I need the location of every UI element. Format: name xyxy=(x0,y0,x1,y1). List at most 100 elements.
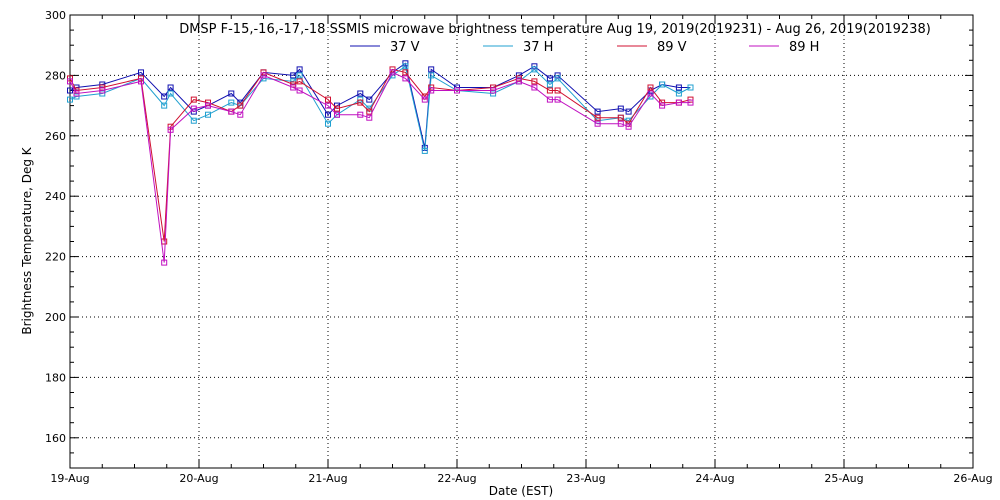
x-axis-label: Date (EST) xyxy=(489,484,553,498)
data-point xyxy=(296,78,303,85)
data-point xyxy=(138,78,144,85)
data-point xyxy=(554,96,561,103)
series-89-h xyxy=(67,69,694,266)
data-point xyxy=(594,120,601,127)
data-point xyxy=(325,111,331,118)
data-point xyxy=(531,78,538,85)
data-point xyxy=(454,87,460,94)
x-tick-label: 25-Aug xyxy=(824,472,863,485)
data-point xyxy=(357,90,364,97)
data-point xyxy=(402,75,409,82)
data-point xyxy=(161,102,168,109)
data-point xyxy=(228,99,235,106)
y-tick-label: 160 xyxy=(45,432,66,445)
series-37-h xyxy=(67,63,694,154)
legend: 37 V 37 H 89 V 89 H xyxy=(350,40,819,55)
data-point xyxy=(325,120,331,127)
data-point xyxy=(402,63,409,70)
data-point xyxy=(205,102,211,109)
x-tick-label: 24-Aug xyxy=(695,472,734,485)
data-point xyxy=(617,120,624,127)
data-point xyxy=(546,87,553,94)
y-tick-label: 200 xyxy=(45,311,66,324)
data-point xyxy=(546,96,553,103)
x-tick-label: 22-Aug xyxy=(437,472,476,485)
data-point xyxy=(546,75,553,82)
legend-label: 89 V xyxy=(657,40,687,55)
data-point xyxy=(296,87,303,94)
data-point xyxy=(161,93,168,100)
series-line xyxy=(69,65,691,152)
y-tick-label: 220 xyxy=(45,251,66,264)
data-point xyxy=(190,96,197,103)
data-point xyxy=(675,90,682,97)
series-lines xyxy=(67,60,694,266)
legend-label: 37 H xyxy=(523,40,553,55)
data-point xyxy=(515,78,522,85)
y-axis-label: Brightness Temperature, Deg K xyxy=(20,146,34,334)
data-point xyxy=(428,66,435,73)
data-point xyxy=(237,102,244,109)
data-point xyxy=(428,72,435,79)
data-point xyxy=(531,66,538,73)
data-point xyxy=(366,108,373,115)
series-line xyxy=(69,71,691,263)
data-point xyxy=(687,84,694,91)
data-point xyxy=(228,90,235,97)
data-point xyxy=(366,114,373,121)
data-point xyxy=(167,90,174,97)
data-point xyxy=(617,114,624,121)
data-point xyxy=(325,102,331,109)
y-tick-label: 240 xyxy=(45,190,66,203)
data-point xyxy=(167,84,174,91)
data-point xyxy=(296,66,303,73)
data-point xyxy=(190,117,197,124)
data-point xyxy=(366,96,373,103)
data-point xyxy=(554,75,561,82)
data-point xyxy=(67,78,73,85)
series-line xyxy=(69,68,691,242)
x-tick-label: 23-Aug xyxy=(566,472,605,485)
legend-item: 37 V xyxy=(350,40,420,55)
y-tick-label: 180 xyxy=(45,371,66,384)
data-point xyxy=(675,99,682,106)
chart-title: DMSP F-15,-16,-17,-18 SSMIS microwave br… xyxy=(179,22,931,37)
data-point xyxy=(687,99,694,106)
data-point xyxy=(237,111,244,118)
data-point xyxy=(617,105,624,112)
y-tick-label: 300 xyxy=(45,9,66,22)
data-point xyxy=(290,78,297,85)
legend-item: 37 H xyxy=(483,40,553,55)
data-point xyxy=(421,147,428,154)
data-point xyxy=(625,108,632,115)
data-point xyxy=(167,126,174,133)
data-point xyxy=(325,96,331,103)
data-point xyxy=(647,84,654,91)
data-point xyxy=(647,90,654,97)
data-point xyxy=(260,72,267,79)
x-tick-label: 20-Aug xyxy=(179,472,218,485)
data-point xyxy=(138,69,144,76)
x-tick-label: 26-Aug xyxy=(953,472,992,485)
data-point xyxy=(490,87,497,94)
data-point xyxy=(659,102,666,109)
data-point xyxy=(625,123,632,130)
grid xyxy=(70,15,973,468)
y-tick-label: 280 xyxy=(45,69,66,82)
data-point xyxy=(205,111,211,118)
data-point xyxy=(190,105,197,112)
data-point xyxy=(99,87,106,94)
x-tick-label: 21-Aug xyxy=(308,472,347,485)
legend-label: 89 H xyxy=(789,40,819,55)
data-point xyxy=(659,81,666,88)
data-point xyxy=(389,69,396,76)
data-point xyxy=(334,105,340,112)
data-point xyxy=(554,87,561,94)
data-point xyxy=(357,99,364,106)
data-point xyxy=(161,259,168,266)
legend-item: 89 H xyxy=(749,40,819,55)
data-point xyxy=(594,108,601,115)
data-point xyxy=(428,87,435,94)
data-point xyxy=(67,96,73,103)
